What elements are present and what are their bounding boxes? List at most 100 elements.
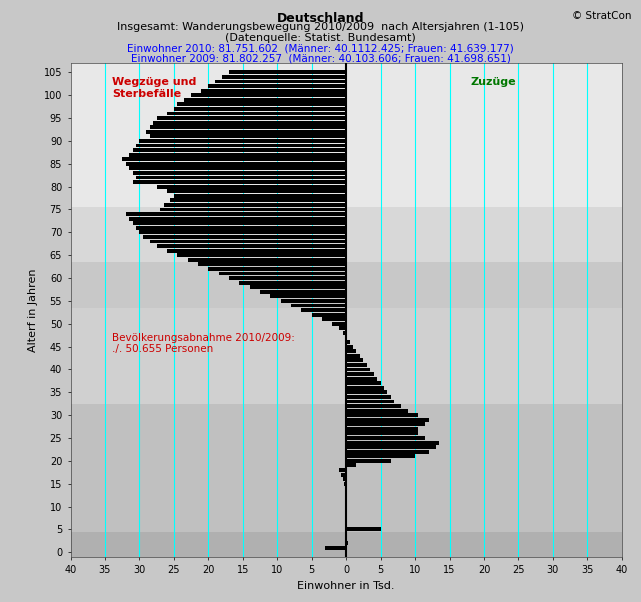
Bar: [215, 79, 346, 84]
Bar: [139, 139, 346, 143]
Bar: [156, 185, 346, 188]
Text: Einwohner 2009: 81.802.257  (Männer: 40.103.606; Frauen: 41.698.651): Einwohner 2009: 81.802.257 (Männer: 40.1…: [131, 54, 510, 64]
Bar: [346, 367, 370, 371]
Bar: [171, 199, 346, 202]
Bar: [208, 267, 346, 271]
Bar: [136, 176, 346, 179]
Bar: [71, 207, 622, 262]
Bar: [346, 372, 374, 376]
Bar: [150, 134, 346, 138]
Bar: [71, 308, 622, 404]
Bar: [174, 107, 346, 111]
Bar: [281, 299, 346, 303]
Bar: [136, 226, 346, 230]
Bar: [344, 482, 346, 486]
Bar: [291, 303, 346, 308]
Bar: [150, 125, 346, 129]
Bar: [143, 235, 346, 239]
Bar: [322, 317, 346, 321]
Bar: [219, 272, 346, 275]
Bar: [345, 500, 346, 504]
Bar: [229, 70, 346, 74]
Bar: [346, 464, 356, 467]
Bar: [249, 285, 346, 289]
Bar: [346, 441, 439, 444]
Bar: [201, 88, 346, 93]
Bar: [345, 495, 346, 500]
Bar: [346, 390, 387, 394]
Bar: [346, 386, 384, 389]
Bar: [343, 477, 346, 481]
Bar: [150, 240, 346, 243]
Bar: [301, 308, 346, 312]
Bar: [71, 532, 622, 557]
Bar: [346, 404, 401, 408]
Bar: [341, 473, 346, 477]
Text: Wegzüge und
Sterbefälle: Wegzüge und Sterbefälle: [112, 77, 196, 99]
Bar: [346, 436, 426, 440]
Bar: [346, 459, 391, 463]
Bar: [71, 262, 622, 308]
Bar: [167, 111, 346, 116]
Bar: [191, 93, 346, 97]
Bar: [153, 120, 346, 125]
Text: Deutschland: Deutschland: [277, 12, 364, 25]
Bar: [339, 326, 346, 330]
Bar: [188, 258, 346, 262]
Bar: [326, 546, 346, 550]
Bar: [346, 400, 394, 403]
Bar: [126, 162, 346, 166]
Bar: [133, 171, 346, 175]
Bar: [346, 354, 360, 358]
Bar: [156, 116, 346, 120]
Bar: [346, 527, 381, 532]
Bar: [345, 486, 346, 490]
Bar: [129, 166, 346, 170]
Bar: [167, 189, 346, 193]
Bar: [346, 455, 415, 458]
Bar: [346, 409, 408, 412]
Bar: [136, 143, 346, 147]
Bar: [167, 249, 346, 253]
Text: Zuzüge: Zuzüge: [470, 77, 516, 87]
Bar: [346, 395, 391, 399]
Bar: [126, 212, 346, 216]
Bar: [178, 253, 346, 257]
Bar: [346, 358, 363, 362]
Text: Einwohner 2010: 81.751.602  (Männer: 40.1112.425; Frauen: 41.639.177): Einwohner 2010: 81.751.602 (Männer: 40.1…: [127, 43, 514, 54]
Bar: [229, 276, 346, 280]
Bar: [174, 194, 346, 197]
Bar: [129, 217, 346, 220]
Bar: [184, 98, 346, 102]
Bar: [71, 63, 622, 207]
Bar: [346, 523, 347, 527]
Bar: [346, 418, 429, 421]
Bar: [346, 345, 353, 349]
Bar: [133, 148, 346, 152]
Bar: [346, 413, 419, 417]
Bar: [346, 423, 426, 426]
Bar: [346, 536, 347, 541]
Bar: [146, 130, 346, 134]
Bar: [271, 294, 346, 298]
Bar: [346, 381, 381, 385]
Bar: [346, 340, 349, 344]
Bar: [346, 450, 429, 454]
Bar: [156, 244, 346, 248]
Text: (Datenquelle: Statist. Bundesamt): (Datenquelle: Statist. Bundesamt): [225, 33, 416, 43]
Bar: [129, 153, 346, 157]
Bar: [339, 468, 346, 472]
Text: © StratCon: © StratCon: [572, 11, 631, 21]
Bar: [133, 180, 346, 184]
Bar: [346, 432, 419, 435]
Bar: [122, 157, 346, 161]
Bar: [260, 290, 346, 294]
Bar: [312, 312, 346, 317]
X-axis label: Einwohner in Tsd.: Einwohner in Tsd.: [297, 581, 395, 591]
Bar: [346, 541, 347, 545]
Bar: [346, 518, 347, 522]
Bar: [345, 491, 346, 495]
Bar: [346, 363, 367, 367]
Bar: [346, 445, 436, 449]
Y-axis label: Alterf in Jahren: Alterf in Jahren: [28, 268, 38, 352]
